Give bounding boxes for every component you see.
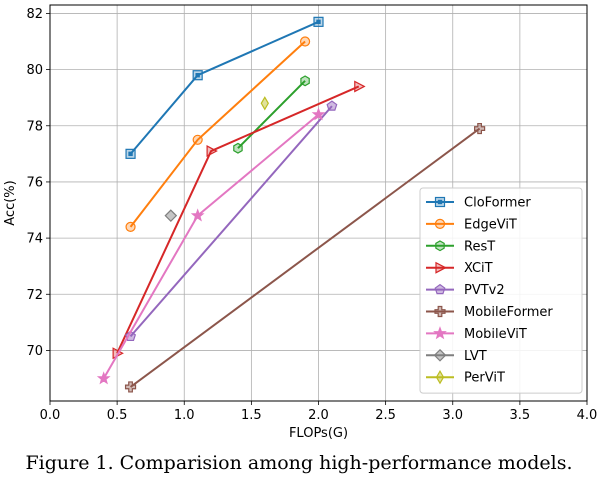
legend-label: CloFormer [464,196,531,211]
legend-marker-mobilevit [433,326,447,340]
series-line-mobileformer [129,127,481,388]
data-point-edgevit [299,36,311,47]
legend-label: XCiT [464,261,493,276]
x-axis-label: FLOPs(G) [289,426,348,441]
y-tick-label: 72 [26,288,43,303]
series-line-pvtv2 [129,105,333,338]
x-tick-label: 4.0 [577,408,598,423]
series-cloformer [125,16,324,159]
x-tick-label: 1.5 [241,408,262,423]
y-tick-label: 70 [26,344,43,359]
legend-item-mobilevit: MobileViT [426,326,527,342]
legend-box [419,187,583,394]
series-rest [233,75,310,154]
legend-label: EdgeViT [464,217,517,232]
data-point-pvtv2 [326,100,338,111]
x-tick-label: 1.0 [174,408,195,423]
legend-marker-mobileformer [434,305,446,318]
series-pvtv2 [125,100,338,342]
data-point-xcit [206,145,218,158]
y-tick-label: 82 [26,7,43,22]
y-tick-label: 74 [26,232,43,247]
y-axis-ticks: 70 72 74 76 78 80 82 [26,7,50,359]
legend-marker-cloformer-core [437,199,443,205]
data-point-mobilevit [96,371,111,385]
series-xcit [112,80,366,360]
legend-label: LVT [464,349,487,364]
x-tick-label: 2.0 [308,408,329,423]
legend-item-lvt: LVT [426,349,487,364]
series-line-edgevit [129,40,306,228]
legend-label: PVTv2 [464,283,505,298]
series-line-cloformer [129,20,319,155]
series-edgevit [125,36,311,232]
legend-label: MobileFormer [464,305,553,320]
legend-marker-edgevit [434,218,446,229]
legend-item-pvtv2: PVTv2 [426,283,505,298]
legend-label: MobileViT [464,327,527,342]
series-mobilevit [96,107,326,385]
grid-lines [49,5,588,401]
series-mobileformer [124,122,486,393]
y-tick-label: 80 [26,63,43,78]
series-line-xcit [116,85,360,354]
series-line-rest [237,80,306,149]
series-lvt [164,209,178,222]
data-point-mobileformer [124,381,137,393]
data-point-cloformer-core [128,151,133,157]
x-axis-ticks: 0.0 0.5 1.0 1.5 2.0 2.5 3.0 3.5 4.0 [40,401,598,423]
x-tick-label: 2.5 [375,408,396,423]
series-layer [96,16,486,393]
x-tick-label: 3.5 [510,408,531,423]
legend-marker-pvtv2 [434,283,446,295]
legend-marker-rest [435,240,445,252]
data-point-edgevit [125,221,136,232]
legend-marker-xcit [435,261,447,274]
data-point-rest [233,142,243,154]
data-point-mobilevit [311,107,326,121]
figure-caption: Figure 1. Comparision among high-perform… [25,452,573,474]
data-point-cloformer-core [316,19,321,25]
data-point-edgevit [192,134,203,145]
x-tick-label: 0.0 [40,408,61,423]
x-tick-label: 3.0 [442,408,463,423]
legend-item-rest: ResT [426,239,495,254]
data-point-cloformer-core [195,73,200,78]
legend-item-pervit: PerViT [426,370,505,386]
data-point-pervit [260,96,269,111]
legend-item-edgevit: EdgeViT [426,217,517,232]
legend: CloFormer EdgeViT ResT XCiT PVTv2 MobileForme… [419,187,583,394]
data-point-mobileformer [474,122,486,135]
y-axis-label: Acc(%) [3,180,18,225]
legend-label: ResT [464,239,495,254]
y-tick-label: 76 [26,175,43,190]
data-point-pvtv2 [125,330,137,342]
legend-marker-lvt [433,348,447,362]
series-pervit [260,96,269,111]
data-point-rest [300,75,310,87]
legend-marker-pervit [435,370,445,385]
data-point-xcit [354,80,366,93]
legend-item-cloformer: CloFormer [426,196,531,211]
y-tick-label: 78 [26,119,43,134]
x-tick-label: 0.5 [107,408,128,423]
legend-label: PerViT [464,371,505,386]
legend-item-xcit: XCiT [426,261,493,276]
data-point-lvt [164,209,178,222]
data-point-mobilevit [190,208,205,222]
legend-item-mobileformer: MobileFormer [426,305,553,320]
